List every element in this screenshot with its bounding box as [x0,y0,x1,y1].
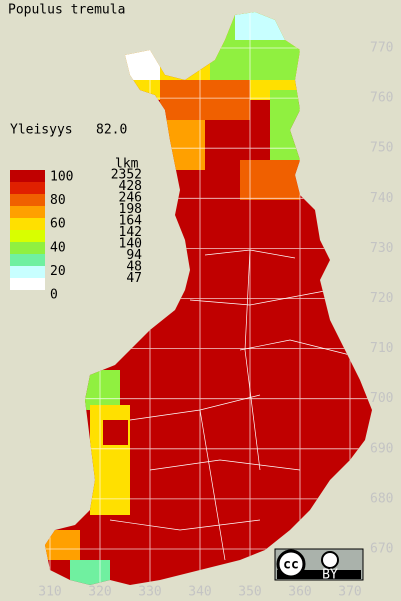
y-coordinate-label: 730 [370,241,393,256]
legend-count: 140 [119,237,142,252]
legend-count: 48 [126,260,142,275]
badge-strip [277,570,361,579]
axis-labels: 310 320 330 340 350 360 370 770 760 750 740 730 720 7… [38,41,393,600]
map-patch [240,160,300,200]
legend-swatch [10,182,45,194]
map-patch [160,80,250,120]
legend-count: 47 [126,271,142,286]
map-patch [103,420,128,445]
frequency-label: Yleisyys [10,123,73,138]
frequency-value: 82.0 [96,123,127,138]
x-coordinate-label: 340 [188,585,211,600]
x-coordinate-label: 330 [138,585,161,600]
legend-swatch [10,218,45,230]
y-coordinate-label: 670 [370,542,393,557]
cc-icon-text: cc [283,558,299,573]
x-coordinate-label: 370 [338,585,361,600]
legend-swatch [10,254,45,266]
legend-count: 246 [119,191,142,206]
legend-count: 164 [119,214,143,229]
map-title: Populus tremula [8,3,125,18]
x-coordinate-label: 320 [88,585,111,600]
legend-scale-label: 20 [50,264,66,279]
y-coordinate-label: 720 [370,291,393,306]
x-coordinate-label: 350 [238,585,261,600]
y-coordinate-label: 700 [370,391,393,406]
y-coordinate-label: 710 [370,341,393,356]
x-coordinate-label: 310 [38,585,61,600]
count-header: lkm [115,157,139,172]
y-coordinate-label: 760 [370,91,393,106]
by-icon [321,551,339,569]
legend-count: 428 [119,179,142,194]
legend-swatch [10,242,45,254]
legend-swatch [10,230,45,242]
map-patch [70,560,110,585]
license-label: BY [322,568,338,583]
y-coordinate-label: 750 [370,141,393,156]
legend-swatch [10,194,45,206]
legend-scale-label: 60 [50,217,66,232]
legend-scale-label: 80 [50,193,66,208]
license-badge: cc BY [274,548,364,583]
y-coordinate-label: 740 [370,191,393,206]
legend-swatch [10,170,45,182]
legend-count: 94 [126,248,142,263]
legend-swatch [10,206,45,218]
legend-scale-label: 100 [50,170,73,185]
legend-count: 142 [119,225,142,240]
legend-count: 2352 [111,168,142,183]
legend-swatch [10,278,45,290]
y-coordinate-label: 680 [370,491,393,506]
legend-count: 198 [119,202,142,217]
legend-scale-label: 40 [50,240,66,255]
cc-icon [276,549,306,579]
y-coordinate-label: 770 [370,41,393,56]
x-coordinate-label: 360 [288,585,311,600]
legend-swatch [10,266,45,278]
y-coordinate-label: 690 [370,441,393,456]
region-borders [109,249,351,561]
legend-scale-label: 0 [50,288,58,303]
